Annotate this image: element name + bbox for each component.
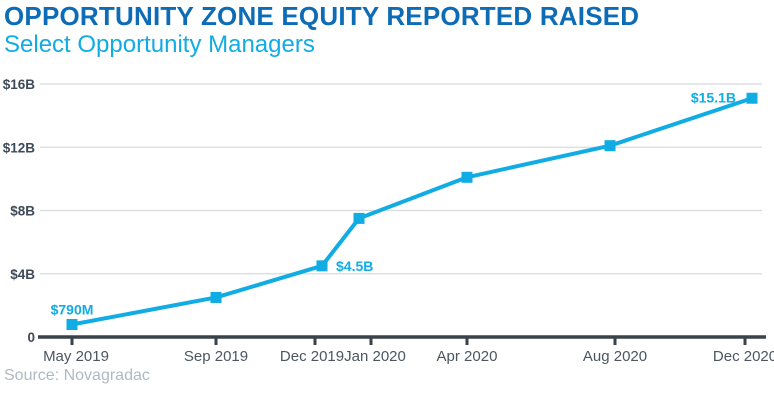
x-axis-label: Aug 2020 — [583, 348, 647, 365]
x-axis-label: Dec 2020 — [713, 348, 774, 365]
data-line — [70, 96, 754, 327]
data-point-marker — [66, 319, 78, 331]
x-axis-label: Dec 2019 — [280, 348, 344, 365]
data-point-label: $15.1B — [691, 90, 736, 106]
x-axis-label: Jan 2020 — [344, 348, 406, 365]
data-point-label: $4.5B — [336, 258, 373, 274]
page-subtitle: Select Opportunity Managers — [4, 31, 315, 58]
data-point-marker — [604, 140, 616, 152]
x-axis-label: Apr 2020 — [437, 348, 498, 365]
y-axis-label: $4B — [10, 267, 35, 282]
y-axis-label: $16B — [3, 77, 36, 92]
y-axis-label: $12B — [3, 140, 36, 155]
data-point-marker — [210, 291, 222, 303]
data-point-label: $790M — [51, 302, 94, 318]
source-note: Source: Novagradac — [4, 367, 150, 384]
x-axis-label: Sep 2019 — [184, 348, 248, 365]
data-point-marker — [316, 260, 328, 272]
data-point-marker — [461, 171, 473, 183]
data-point-marker — [746, 92, 758, 104]
y-axis-label: $8B — [10, 204, 35, 219]
x-axis-label: May 2019 — [43, 348, 109, 365]
data-point-marker — [353, 212, 365, 224]
equity-line-chart: 0 $4B $8B $12B $16B May 2019 Sep 2019 Dec 2019 J… — [3, 77, 774, 365]
page-title: OPPORTUNITY ZONE EQUITY REPORTED RAISED — [4, 1, 640, 31]
y-axis-label: 0 — [27, 330, 35, 345]
